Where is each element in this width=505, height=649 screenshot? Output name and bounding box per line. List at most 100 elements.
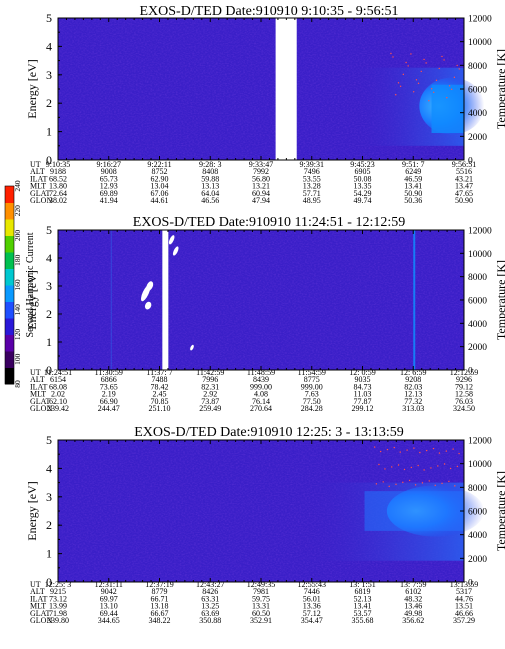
row-value: 62.10 <box>49 397 67 406</box>
row-value: 50.36 <box>404 196 422 205</box>
row-value: 13.47 <box>455 182 473 191</box>
noise-dot <box>410 53 412 55</box>
row-value: 13.13 <box>201 182 219 191</box>
row-value: 12:25: 3 <box>45 580 71 589</box>
noise-dot <box>458 452 460 455</box>
row-value: 68.08 <box>49 382 67 391</box>
row-value: 9296 <box>456 375 472 384</box>
row-label-ilat: ILAT <box>30 382 47 391</box>
row-value: 9:56:51 <box>452 160 476 169</box>
y2tick-label: 2000 <box>468 133 487 143</box>
ytick-label: 2 <box>46 307 52 321</box>
noise-dot <box>428 100 430 102</box>
row-value: 82.03 <box>404 382 422 391</box>
noise-dot <box>395 94 397 96</box>
noise-dot <box>384 468 386 470</box>
row-value: 11:37: 7 <box>146 368 172 377</box>
ylabel: Energy [eV] <box>25 270 39 329</box>
row-value: 13.35 <box>354 182 372 191</box>
row-value: 7992 <box>253 167 269 176</box>
row-value: 9:51: 7 <box>402 160 424 169</box>
row-value: 2.92 <box>203 390 217 399</box>
row-value: 64.04 <box>201 189 219 198</box>
ytick-label: 1 <box>46 335 52 349</box>
y2tick-label: 10000 <box>468 250 492 260</box>
row-value: 12:37:19 <box>145 580 173 589</box>
y2tick-label: 8000 <box>468 273 487 283</box>
row-value: 53.55 <box>303 174 321 183</box>
row-value: 66.67 <box>151 609 169 618</box>
noise-dot <box>405 61 407 64</box>
noise-dot <box>448 85 451 87</box>
row-value: 9:10:35 <box>46 160 70 169</box>
row-value: 11:30:59 <box>95 368 123 377</box>
row-value: 356.62 <box>402 616 424 625</box>
ytick-label: 2 <box>46 518 52 532</box>
noise-dot <box>458 68 460 70</box>
row-value: 60.94 <box>252 189 270 198</box>
row-label-alt: ALT <box>30 167 45 176</box>
spike-line <box>413 230 416 370</box>
row-value: 13.41 <box>354 602 372 611</box>
data-gap <box>275 18 297 160</box>
row-value: 9008 <box>101 167 117 176</box>
noise-dot <box>433 91 435 93</box>
ylabel: Energy [eV] <box>25 59 39 118</box>
noise-dot <box>391 466 393 468</box>
row-value: 50.90 <box>455 196 473 205</box>
row-value: 251.10 <box>149 404 171 413</box>
ytick-label: 3 <box>46 490 52 504</box>
row-label-ut: UT <box>30 368 41 377</box>
row-value: 57.12 <box>303 609 321 618</box>
row-label-glat: GLAT <box>30 609 51 618</box>
row-value: 7996 <box>202 375 218 384</box>
colorbar-tick: 140 <box>13 304 22 316</box>
row-value: 8408 <box>202 167 218 176</box>
row-value: 9215 <box>50 587 66 596</box>
row-value: 13.04 <box>151 182 169 191</box>
ylabel: Energy [eV] <box>25 481 39 540</box>
noise-dot <box>402 481 404 484</box>
ytick-label: 1 <box>46 547 52 561</box>
row-label-alt: ALT <box>30 587 45 596</box>
noise-dot <box>412 91 415 93</box>
row-value: 57.71 <box>303 189 321 198</box>
row-value: 59.88 <box>201 174 219 183</box>
row-value: 13.41 <box>404 182 422 191</box>
noise-dot <box>419 451 421 454</box>
chart-title: EXOS-D/TED Date:910910 11:24:51 - 12:12:… <box>133 215 405 230</box>
row-value: 13.99 <box>49 602 67 611</box>
colorbar-swatch <box>5 285 14 302</box>
noise-dot <box>428 480 430 482</box>
colorbar-tick: 200 <box>13 230 22 242</box>
noise-dot <box>456 64 458 67</box>
row-value: 9:33:47 <box>249 160 273 169</box>
row-value: 73.65 <box>100 382 118 391</box>
row-label-ilat: ILAT <box>30 594 47 603</box>
row-value: 355.68 <box>352 616 374 625</box>
row-value: 41.94 <box>100 196 118 205</box>
noise-dot <box>441 482 443 485</box>
row-label-glon: GLON <box>30 404 52 413</box>
noise-dot <box>392 56 394 58</box>
row-value: 7488 <box>152 375 168 384</box>
row-label-alt: ALT <box>30 375 45 384</box>
row-value: 6905 <box>355 167 371 176</box>
row-value: 13.10 <box>100 602 118 611</box>
noise-dot <box>403 468 406 471</box>
noise-dot <box>386 448 389 451</box>
row-value: 244.47 <box>98 404 120 413</box>
row-value: 50.90 <box>404 189 422 198</box>
noise-dot <box>399 85 402 88</box>
noise-dot <box>408 479 411 482</box>
colorbar-swatch <box>5 186 14 203</box>
enhancement-core <box>431 84 464 134</box>
row-value: 13.25 <box>201 602 219 611</box>
noise-dot <box>432 447 435 450</box>
enhancement-core <box>364 491 464 531</box>
ytick-label: 4 <box>46 39 52 53</box>
white-blob <box>172 246 179 256</box>
row-value: 47.65 <box>455 189 473 198</box>
row-value: 13.28 <box>303 182 321 191</box>
